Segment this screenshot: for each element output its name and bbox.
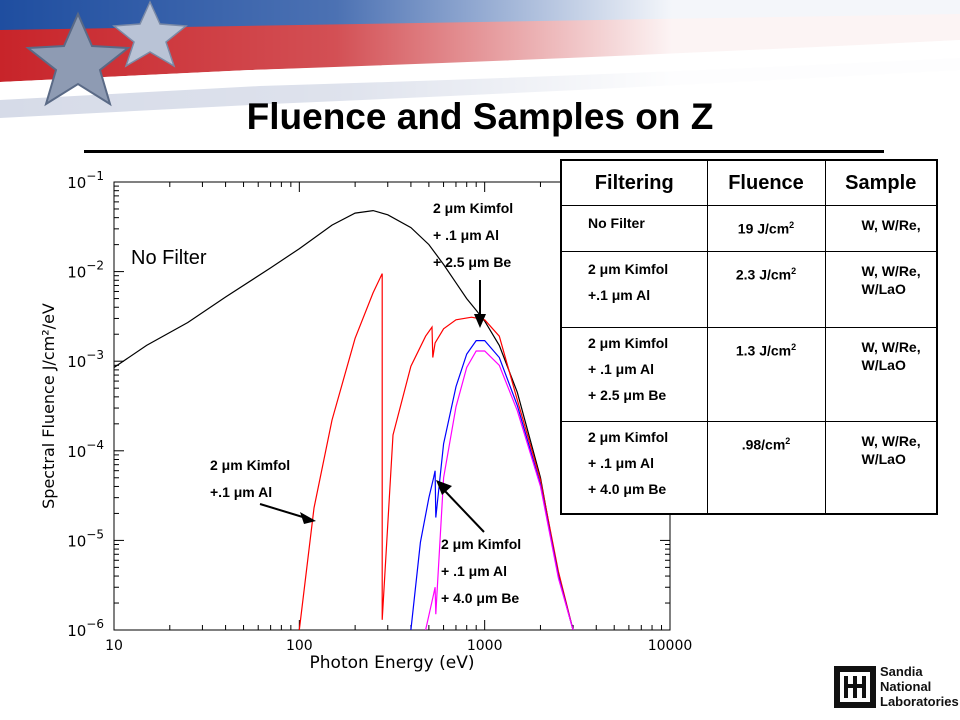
sample-line: W, W/Re,: [861, 217, 921, 233]
cell-sample: W, W/Re, W/LaO: [824, 327, 938, 422]
y-axis-label: Spectral Fluence J/cm²/eV: [39, 303, 58, 509]
x-tick-label: 1000: [467, 638, 503, 654]
series-line-3: [425, 350, 574, 630]
sample-line: W/LaO: [861, 357, 906, 373]
cell-filtering: 2 μm Kimfol + .1 μm Al + 4.0 μm Be: [560, 421, 708, 514]
annotation-line: 2 μm Kimfol: [210, 457, 291, 473]
cell-fluence: 19 J/cm2: [706, 205, 826, 252]
sample-line: W, W/Re,: [861, 263, 921, 279]
cell-fluence: .98/cm2: [706, 421, 826, 514]
header-banner: [0, 0, 960, 145]
series-line-1: [298, 273, 574, 630]
header-sample: Sample: [824, 159, 938, 206]
sample-line: W/LaO: [861, 281, 906, 297]
table-row: 2 μm Kimfol + .1 μm Al + 4.0 μm Be .98/cm2…: [560, 421, 938, 514]
logo-line: Sandia: [880, 664, 923, 679]
filter-line: No Filter: [588, 215, 645, 231]
arrow-line-be40: [443, 489, 485, 533]
arrow-head-be40: [436, 480, 452, 495]
cell-filtering: 2 μm Kimfol + .1 μm Al + 2.5 μm Be: [560, 327, 708, 422]
x-tick-labels: 10 100 1000 10000: [105, 638, 692, 654]
annotation-line: + 2.5 μm Be: [433, 254, 512, 270]
x-axis-label: Photon Energy (eV): [310, 653, 475, 673]
x-tick-label: 10: [105, 638, 123, 654]
fluence-value: .98/cm: [741, 436, 786, 453]
annotation-line: + 4.0 μm Be: [441, 590, 520, 606]
title-divider: [84, 150, 884, 153]
cell-sample: W, W/Re, W/LaO: [824, 421, 938, 514]
fluence-value: 2.3 J/cm: [735, 266, 792, 283]
annotation-line: 2 μm Kimfol: [441, 536, 522, 552]
fluence-exponent: 2: [785, 436, 791, 446]
annotation-no-filter: No Filter: [131, 247, 207, 269]
fluence-value: 19 J/cm: [737, 220, 790, 237]
fluence-value: 1.3 J/cm: [735, 342, 792, 359]
annotation-line: + .1 μm Al: [433, 227, 500, 243]
y-tick-label: 10−2: [67, 259, 104, 282]
filter-line: + 2.5 μm Be: [588, 387, 667, 403]
sandia-logo: [834, 666, 876, 708]
logo-text: Sandia National Laboratories: [880, 664, 959, 709]
sample-line: W/LaO: [861, 451, 906, 467]
cell-filtering: 2 μm Kimfol +.1 μm Al: [560, 251, 708, 328]
annotation-al: 2 μm Kimfol +.1 μm Al: [210, 452, 290, 506]
logo-line: Laboratories: [880, 694, 959, 709]
y-tick-label: 10−4: [67, 438, 104, 461]
x-tick-label: 10000: [648, 638, 693, 654]
header-filtering: Filtering: [560, 159, 708, 206]
y-tick-label: 10−1: [67, 169, 104, 192]
cell-sample: W, W/Re, W/LaO: [824, 251, 938, 328]
logo-line: National: [880, 679, 932, 694]
table-header-row: Filtering Fluence Sample: [560, 159, 938, 206]
cell-filtering: No Filter: [560, 205, 708, 252]
arrow-line-al: [259, 503, 307, 519]
series-group: [114, 209, 574, 630]
arrow-head-be25: [474, 314, 486, 328]
filter-line: + 4.0 μm Be: [588, 481, 667, 497]
filter-line: + .1 μm Al: [588, 455, 655, 471]
annotation-be25: 2 μm Kimfol + .1 μm Al + 2.5 μm Be: [433, 195, 513, 276]
annotation-line: +.1 μm Al: [210, 484, 273, 500]
y-tick-label: 10−3: [67, 348, 104, 371]
filter-line: + .1 μm Al: [588, 361, 655, 377]
series-line-2: [410, 340, 574, 630]
annotation-arrows: [259, 280, 486, 533]
cell-sample: W, W/Re,: [824, 205, 938, 252]
star-icon: [25, 0, 188, 107]
filter-line: 2 μm Kimfol: [588, 429, 669, 445]
filter-line: 2 μm Kimfol: [588, 335, 669, 351]
fluence-exponent: 2: [791, 342, 797, 352]
fluence-exponent: 2: [791, 266, 797, 276]
table-row: 2 μm Kimfol +.1 μm Al 2.3 J/cm2 W, W/Re, W…: [560, 251, 938, 328]
arrow-head-al: [300, 512, 316, 524]
y-tick-label: 10−5: [67, 527, 104, 550]
filter-line: 2 μm Kimfol: [588, 261, 669, 277]
header-fluence: Fluence: [706, 159, 826, 206]
sample-line: W, W/Re,: [861, 433, 921, 449]
annotation-line: + .1 μm Al: [441, 563, 508, 579]
annotation-be40: 2 μm Kimfol + .1 μm Al + 4.0 μm Be: [441, 531, 521, 612]
fluence-table: Filtering Fluence Sample No Filter 19 J/…: [560, 159, 938, 515]
fluence-exponent: 2: [789, 220, 795, 230]
page-title: Fluence and Samples on Z: [246, 96, 714, 137]
table-row: No Filter 19 J/cm2 W, W/Re,: [560, 205, 938, 252]
sample-line: W, W/Re,: [861, 339, 921, 355]
x-tick-label: 100: [286, 638, 313, 654]
table-row: 2 μm Kimfol + .1 μm Al + 2.5 μm Be 1.3 J/c…: [560, 327, 938, 422]
cell-fluence: 2.3 J/cm2: [706, 251, 826, 328]
annotation-line: 2 μm Kimfol: [433, 200, 514, 216]
y-tick-label: 10−6: [67, 617, 104, 640]
cell-fluence: 1.3 J/cm2: [706, 327, 826, 422]
filter-line: +.1 μm Al: [588, 287, 651, 303]
y-tick-labels: 10−1 10−2 10−3 10−4 10−5 10−6: [67, 169, 104, 640]
